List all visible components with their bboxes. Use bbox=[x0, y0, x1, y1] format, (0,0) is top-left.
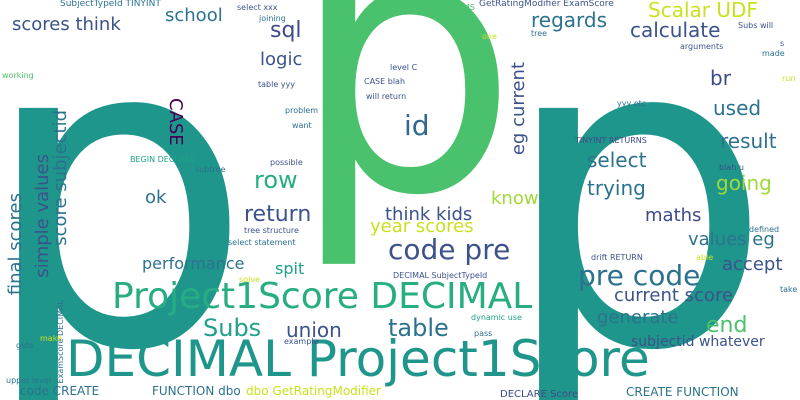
word: drift RETURN bbox=[591, 253, 643, 262]
word: blah u bbox=[719, 163, 744, 172]
word: performance bbox=[142, 254, 245, 273]
word: table yyy bbox=[258, 80, 296, 89]
word: GetRatingModifier ExamScore bbox=[479, 0, 614, 9]
word: tree structure bbox=[244, 226, 299, 235]
word: Subs will bbox=[738, 21, 774, 30]
word: BEGIN DECLARE bbox=[130, 155, 196, 164]
word: DECLARE Score bbox=[500, 389, 579, 400]
word: year scores bbox=[370, 216, 474, 237]
word: p bbox=[0, 0, 253, 400]
word: spit bbox=[275, 259, 305, 278]
word: FUNCTION dbo bbox=[152, 384, 241, 398]
word: CASE bbox=[165, 98, 186, 146]
word: run bbox=[782, 74, 796, 83]
word: result bbox=[720, 129, 777, 153]
word: maths bbox=[645, 205, 702, 226]
word: make bbox=[40, 334, 62, 343]
word: one bbox=[482, 32, 497, 41]
word: dynamic use bbox=[471, 313, 522, 322]
word: solve bbox=[239, 275, 260, 284]
word: going bbox=[716, 171, 772, 195]
word: CASE blah bbox=[364, 77, 406, 86]
word: tree bbox=[531, 29, 548, 38]
word: subtree bbox=[195, 165, 226, 174]
word: CREATE FUNCTION bbox=[626, 385, 739, 399]
word: school bbox=[165, 5, 223, 26]
word: made bbox=[762, 49, 785, 58]
word: MS bbox=[463, 3, 475, 12]
word: pass bbox=[474, 329, 493, 338]
word: p bbox=[500, 0, 773, 400]
word: logic bbox=[260, 49, 303, 70]
word: pre code bbox=[578, 259, 701, 292]
word: Scalar UDF bbox=[648, 0, 758, 22]
word: Project1Score DECIMAL bbox=[112, 276, 533, 317]
word: defined bbox=[749, 225, 780, 234]
word: id bbox=[404, 109, 430, 142]
word: eg current bbox=[508, 62, 529, 156]
word: scores think bbox=[12, 14, 121, 35]
word: know bbox=[491, 188, 539, 209]
word: problem bbox=[285, 106, 319, 115]
word: values eg bbox=[688, 229, 775, 250]
word: trying bbox=[587, 176, 646, 200]
word: ExamScore DECIMAL bbox=[56, 300, 65, 384]
word: sql bbox=[270, 18, 302, 43]
word: SubjectTypeId TINYINT bbox=[60, 0, 161, 9]
word: used bbox=[713, 96, 762, 120]
word: DECIMAL Project1Score bbox=[66, 330, 650, 388]
word: br bbox=[710, 66, 731, 90]
word: select statement bbox=[228, 238, 296, 247]
word: final scores bbox=[5, 193, 26, 296]
word: generate bbox=[597, 307, 679, 328]
word: simple values bbox=[32, 154, 53, 278]
word: select xxx bbox=[237, 3, 278, 12]
word: DECIMAL SubjectTypeId bbox=[393, 271, 488, 280]
word: regards bbox=[531, 8, 608, 32]
word: want bbox=[292, 121, 312, 130]
word: table bbox=[388, 314, 449, 342]
word: ok bbox=[145, 187, 167, 208]
word: p bbox=[290, 0, 519, 274]
word: yyy etc bbox=[617, 99, 647, 108]
word: think kids bbox=[385, 204, 473, 225]
word: code pre bbox=[388, 233, 511, 266]
word: subjectid whatever bbox=[631, 334, 765, 350]
word: score subjectid bbox=[50, 110, 71, 246]
word: current score bbox=[614, 285, 734, 306]
word: s bbox=[780, 39, 785, 48]
word: upper level bbox=[6, 376, 52, 385]
word: take bbox=[780, 285, 798, 294]
word: code CREATE bbox=[20, 384, 100, 398]
word: accept bbox=[722, 254, 783, 275]
word: level C bbox=[390, 63, 418, 72]
word: select bbox=[587, 148, 647, 172]
word: possible bbox=[270, 158, 303, 167]
word: dbo GetRatingModifier bbox=[246, 384, 381, 398]
word: return bbox=[244, 202, 312, 227]
word: example bbox=[284, 337, 319, 346]
word: union bbox=[286, 318, 342, 342]
word: row bbox=[254, 166, 298, 194]
word: joining bbox=[259, 14, 286, 23]
word: calculate bbox=[630, 18, 721, 42]
word: arguments bbox=[680, 42, 724, 51]
word: gets bbox=[16, 341, 34, 350]
word: end bbox=[706, 313, 748, 338]
word: able bbox=[696, 253, 714, 262]
word: working bbox=[2, 71, 34, 80]
word: Subs bbox=[203, 314, 262, 342]
word: will return bbox=[366, 92, 407, 101]
word: TINYINT RETURNS bbox=[575, 136, 647, 145]
